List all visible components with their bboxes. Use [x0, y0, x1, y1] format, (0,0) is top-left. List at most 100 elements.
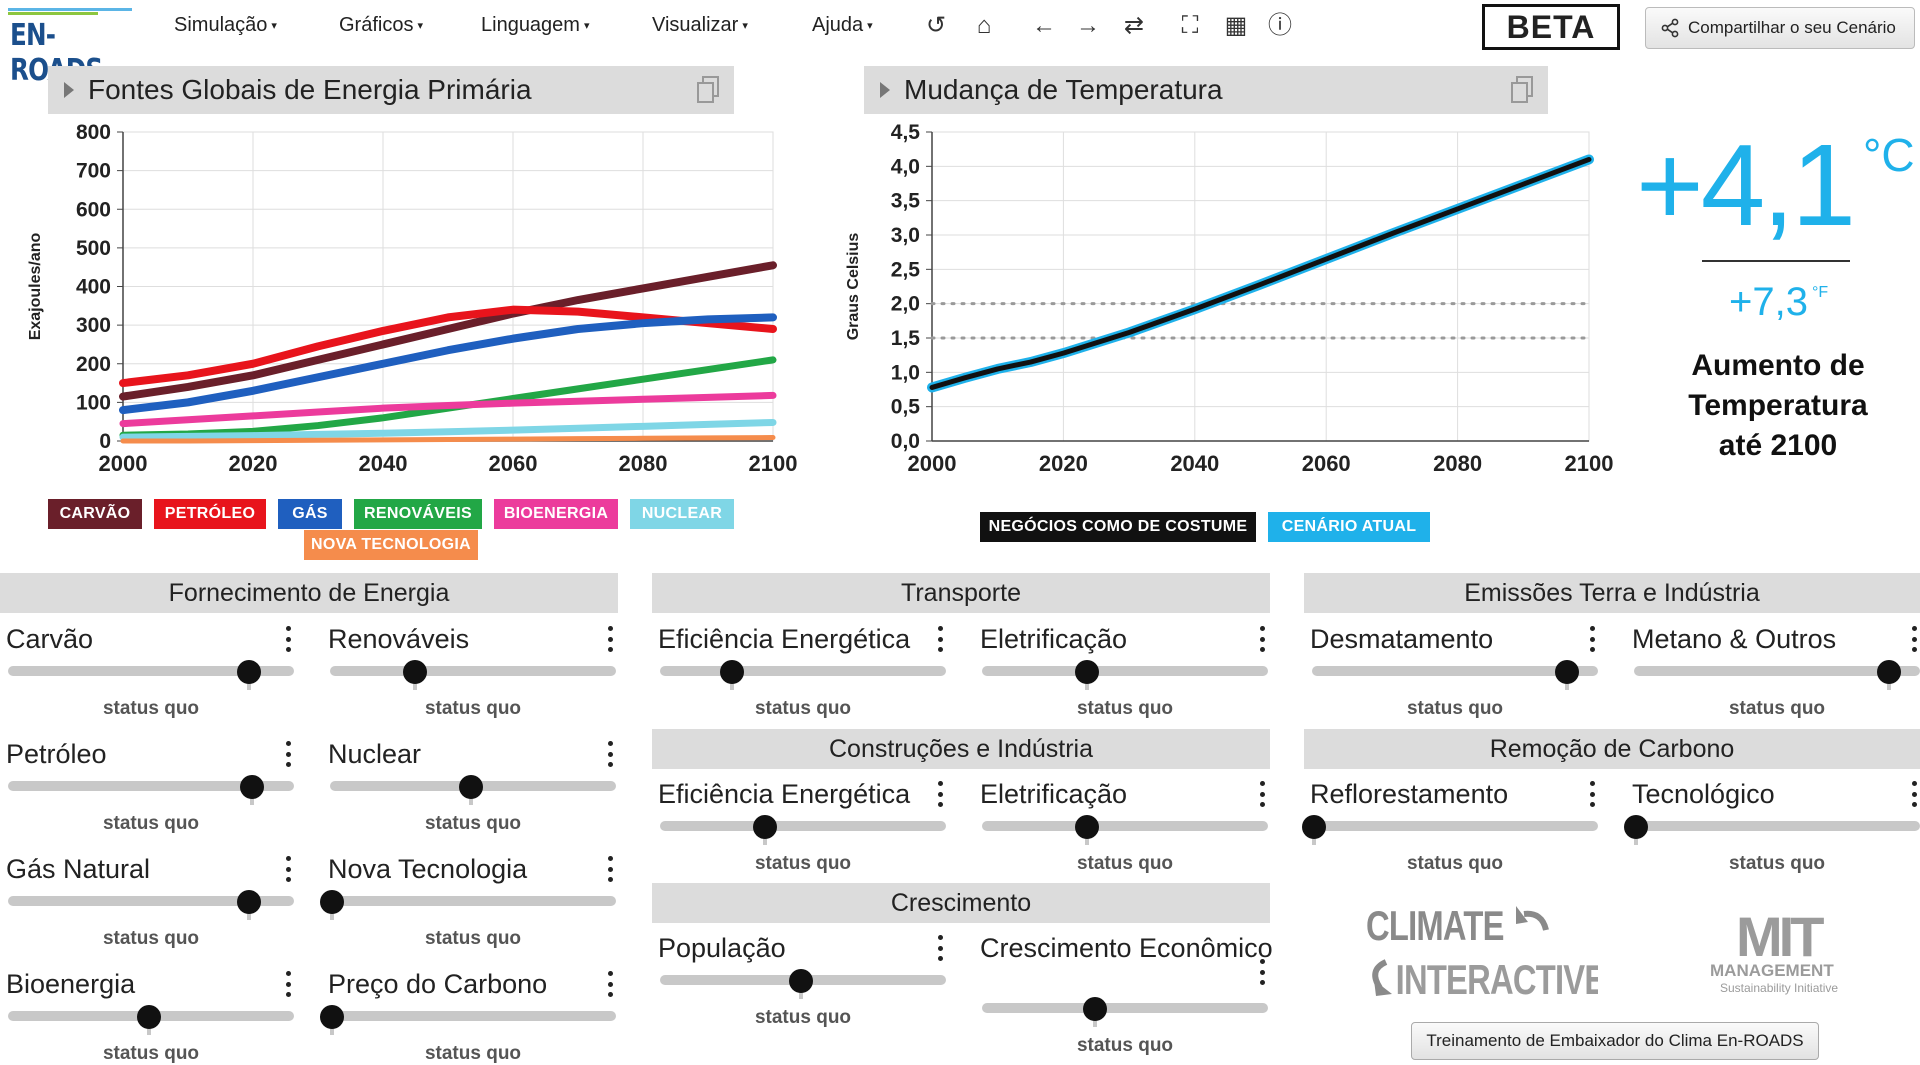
slider-track[interactable]: [1634, 821, 1920, 831]
legend-nuclear[interactable]: NUCLEAR: [630, 499, 734, 529]
slider-control[interactable]: Nova Tecnologia status quo: [320, 854, 618, 954]
slider-label[interactable]: Renováveis: [328, 624, 470, 654]
slider-label[interactable]: Crescimento Econômico: [980, 933, 1273, 963]
slider-label[interactable]: Desmatamento: [1310, 624, 1494, 654]
slider-thumb[interactable]: [237, 890, 262, 914]
slider-control[interactable]: Nuclear status quo: [328, 739, 618, 839]
legend-business-as-usual[interactable]: NEGÓCIOS COMO DE COSTUME: [980, 512, 1256, 542]
more-options-icon[interactable]: [938, 781, 944, 807]
slider-track[interactable]: [660, 666, 946, 676]
menu-simulation[interactable]: Simulação ▾: [174, 14, 277, 37]
slider-track[interactable]: [982, 821, 1268, 831]
slider-label[interactable]: Carvão: [6, 624, 94, 654]
undo-icon[interactable]: ↺: [925, 12, 947, 39]
slider-control[interactable]: Crescimento Econômico status quo: [980, 933, 1273, 1061]
slider-label[interactable]: Bioenergia: [6, 969, 136, 999]
more-options-icon[interactable]: [286, 856, 292, 882]
menu-view[interactable]: Visualizar ▾: [652, 14, 748, 37]
slider-label[interactable]: Eficiência Energética: [658, 624, 911, 654]
slider-control[interactable]: Desmatamento status quo: [1310, 624, 1600, 724]
legend-coal[interactable]: CARVÃO: [48, 499, 142, 529]
climate-interactive-logo[interactable]: CLIMATE INTERACTIVE: [1366, 900, 1598, 1000]
slider-thumb[interactable]: [403, 660, 428, 684]
slider-thumb[interactable]: [1876, 660, 1901, 684]
slider-track[interactable]: [8, 896, 294, 906]
slider-track[interactable]: [660, 821, 946, 831]
slider-control[interactable]: Eletrificação status quo: [980, 624, 1270, 724]
slider-control[interactable]: População status quo: [658, 933, 948, 1033]
slider-track[interactable]: [330, 1011, 616, 1021]
forward-arrow-icon[interactable]: →: [1076, 12, 1100, 39]
legend-renewables[interactable]: RENOVÁVEIS: [354, 499, 482, 529]
slider-control[interactable]: Eletrificação status quo: [980, 779, 1270, 879]
swap-icon[interactable]: ⇄: [1123, 12, 1145, 39]
more-options-icon[interactable]: [1260, 959, 1266, 985]
slider-control[interactable]: Metano & Outros status quo: [1632, 624, 1920, 724]
slider-track[interactable]: [982, 666, 1268, 676]
slider-track[interactable]: [8, 781, 294, 791]
copy-icon[interactable]: [1510, 76, 1534, 104]
slider-thumb[interactable]: [1074, 660, 1099, 684]
slider-label[interactable]: Nuclear: [328, 739, 422, 769]
slider-label[interactable]: Reflorestamento: [1310, 779, 1509, 809]
slider-label[interactable]: Nova Tecnologia: [328, 854, 528, 884]
more-options-icon[interactable]: [286, 626, 292, 652]
energy-panel-header[interactable]: Fontes Globais de Energia Primária: [48, 66, 734, 114]
info-icon[interactable]: ⓘ: [1268, 12, 1292, 39]
more-options-icon[interactable]: [1590, 626, 1596, 652]
more-options-icon[interactable]: [286, 741, 292, 767]
en-roads-logo[interactable]: EN-ROADS: [8, 8, 132, 88]
slider-thumb[interactable]: [1083, 997, 1108, 1021]
slider-thumb[interactable]: [1074, 815, 1099, 839]
slider-label[interactable]: Petróleo: [6, 739, 107, 769]
menu-language[interactable]: Linguagem ▾: [481, 14, 590, 37]
slider-control[interactable]: Petróleo status quo: [6, 739, 296, 839]
slider-track[interactable]: [330, 896, 616, 906]
ambassador-training-button[interactable]: Treinamento de Embaixador do Clima En-RO…: [1411, 1022, 1819, 1060]
slider-track[interactable]: [1312, 666, 1598, 676]
home-icon[interactable]: ⌂: [976, 12, 992, 39]
slider-thumb[interactable]: [1302, 815, 1326, 839]
copy-icon[interactable]: [696, 76, 720, 104]
slider-thumb[interactable]: [719, 660, 744, 684]
slider-control[interactable]: Carvão status quo: [6, 624, 296, 724]
slider-label[interactable]: Eletrificação: [980, 779, 1128, 809]
mit-management-logo[interactable]: MIT MANAGEMENT Sustainability Initiative: [1708, 900, 1868, 1000]
slider-label[interactable]: Preço do Carbono: [328, 969, 548, 999]
slider-thumb[interactable]: [459, 775, 483, 799]
slider-control[interactable]: Bioenergia status quo: [6, 969, 296, 1065]
slider-control[interactable]: Preço do Carbono status quo: [320, 969, 618, 1065]
slider-track[interactable]: [982, 1003, 1268, 1013]
slider-thumb[interactable]: [320, 890, 344, 914]
legend-oil[interactable]: PETRÓLEO: [154, 499, 266, 529]
slider-label[interactable]: População: [658, 933, 786, 963]
slider-thumb[interactable]: [752, 815, 777, 839]
slider-control[interactable]: Reflorestamento status quo: [1302, 779, 1600, 879]
slider-label[interactable]: Metano & Outros: [1632, 624, 1837, 654]
more-options-icon[interactable]: [1912, 781, 1918, 807]
slider-thumb[interactable]: [789, 969, 813, 993]
back-arrow-icon[interactable]: ←: [1032, 12, 1056, 39]
slider-label[interactable]: Tecnológico: [1632, 779, 1775, 809]
slider-control[interactable]: Gás Natural status quo: [6, 854, 296, 954]
slider-thumb[interactable]: [137, 1005, 161, 1029]
slider-track[interactable]: [8, 666, 294, 676]
slider-label[interactable]: Eficiência Energética: [658, 779, 911, 809]
slider-control[interactable]: Eficiência Energética status quo: [658, 779, 948, 879]
slider-control[interactable]: Renováveis status quo: [328, 624, 618, 724]
menu-help[interactable]: Ajuda ▾: [812, 14, 873, 37]
slider-track[interactable]: [1634, 666, 1920, 676]
more-options-icon[interactable]: [608, 856, 614, 882]
more-options-icon[interactable]: [286, 971, 292, 997]
slider-thumb[interactable]: [239, 775, 264, 799]
slider-track[interactable]: [330, 666, 616, 676]
slider-thumb[interactable]: [1554, 660, 1579, 684]
more-options-icon[interactable]: [1912, 626, 1918, 652]
legend-gas[interactable]: GÁS: [278, 499, 342, 529]
slider-label[interactable]: Gás Natural: [6, 854, 151, 884]
slider-track[interactable]: [1312, 821, 1598, 831]
more-options-icon[interactable]: [608, 971, 614, 997]
slider-thumb[interactable]: [237, 660, 262, 684]
legend-new-tech[interactable]: NOVA TECNOLOGIA: [304, 530, 478, 560]
legend-bioenergy[interactable]: BIOENERGIA: [494, 499, 618, 529]
